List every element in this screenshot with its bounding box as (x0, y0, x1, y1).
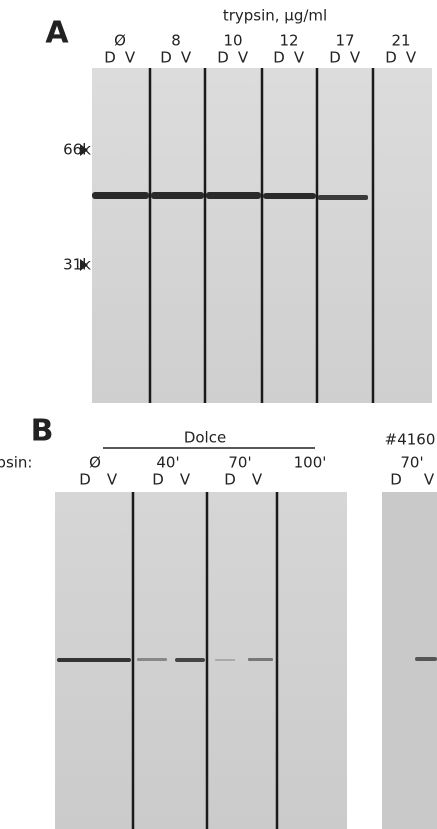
lane-d: D (224, 471, 236, 489)
lane-v: V (180, 471, 191, 489)
row-label: trypsin: (0, 454, 33, 472)
group-label: #4160 (385, 431, 436, 449)
lane-label: 21 (391, 32, 410, 50)
lane-v: V (181, 49, 192, 67)
lane-label: 100' (294, 454, 327, 472)
lane-label: Ø (89, 454, 101, 472)
lane-label: 70' (400, 454, 423, 472)
marker-label: 66k (63, 141, 91, 159)
group-label: Dolce (184, 429, 226, 447)
axis-title: trypsin, µg/ml (223, 7, 327, 25)
lane-v: V (107, 471, 118, 489)
lane-d: D (385, 49, 397, 67)
lane-label: 40' (156, 454, 179, 472)
lane-v: V (238, 49, 249, 67)
figure: Atrypsin, µg/mlØDV8DV10DV12DV17DV21DV66k… (0, 0, 437, 829)
lane-d: D (104, 49, 116, 67)
lane-label: 8 (171, 32, 181, 50)
lane-label: Ø (114, 32, 126, 50)
lane-v: V (424, 471, 435, 489)
lane-v: V (294, 49, 305, 67)
lane-d: D (79, 471, 91, 489)
lane-v: V (350, 49, 361, 67)
lane-d: D (152, 471, 164, 489)
panel-label: A (45, 16, 69, 51)
lane-label: 12 (279, 32, 298, 50)
lane-d: D (160, 49, 172, 67)
lane-v: V (252, 471, 263, 489)
panel-label: B (31, 414, 54, 449)
lane-d: D (217, 49, 229, 67)
lane-label: 10 (223, 32, 242, 50)
marker-label: 31k (63, 256, 91, 274)
lane-d: D (390, 471, 402, 489)
lane-v: V (406, 49, 417, 67)
lane-d: D (329, 49, 341, 67)
lane-v: V (125, 49, 136, 67)
lane-label: 70' (228, 454, 251, 472)
lane-d: D (273, 49, 285, 67)
lane-label: 17 (335, 32, 354, 50)
